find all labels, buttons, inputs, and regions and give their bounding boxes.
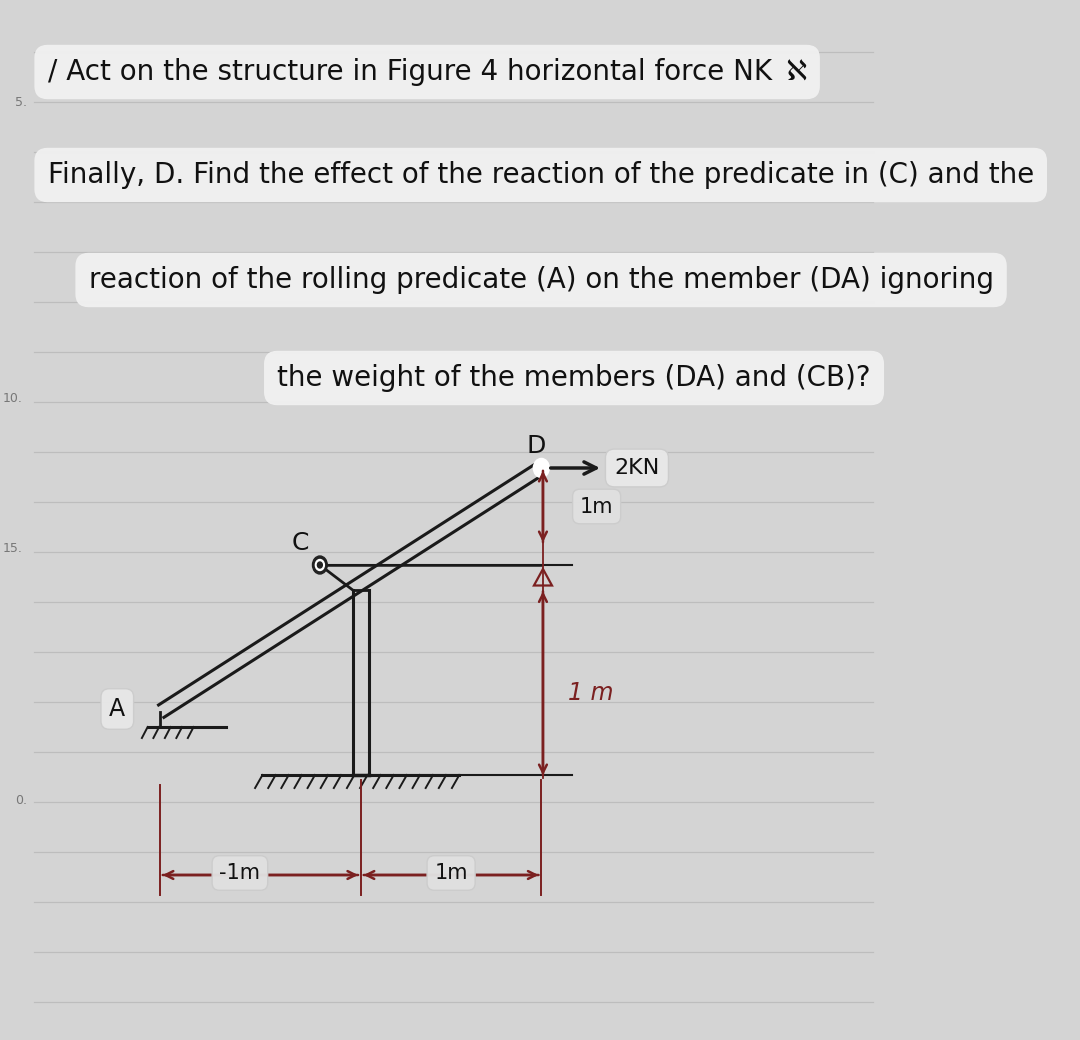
Text: -1m: -1m <box>219 863 260 883</box>
Text: 0.: 0. <box>15 794 27 806</box>
Text: C: C <box>292 531 309 555</box>
Circle shape <box>315 560 324 571</box>
Text: 15.: 15. <box>3 542 23 554</box>
Text: 10.: 10. <box>3 391 23 405</box>
Text: 5.: 5. <box>15 96 27 108</box>
Text: 1m: 1m <box>434 863 468 883</box>
Text: A: A <box>109 697 125 721</box>
Circle shape <box>318 562 322 568</box>
Text: Finally, D. Find the effect of the reaction of the predicate in (C) and the: Finally, D. Find the effect of the react… <box>48 161 1034 189</box>
Text: 2KN: 2KN <box>615 458 660 478</box>
Text: 1 m: 1 m <box>568 681 613 705</box>
Text: 1m: 1m <box>580 496 613 517</box>
Circle shape <box>312 556 327 574</box>
Text: D: D <box>527 434 546 458</box>
Text: reaction of the rolling predicate (A) on the member (DA) ignoring: reaction of the rolling predicate (A) on… <box>89 266 994 294</box>
Text: / Act on the structure in Figure 4 horizontal force NK  ℵ: / Act on the structure in Figure 4 horiz… <box>48 58 807 86</box>
Circle shape <box>534 459 549 477</box>
Text: the weight of the members (DA) and (CB)?: the weight of the members (DA) and (CB)? <box>278 364 870 392</box>
